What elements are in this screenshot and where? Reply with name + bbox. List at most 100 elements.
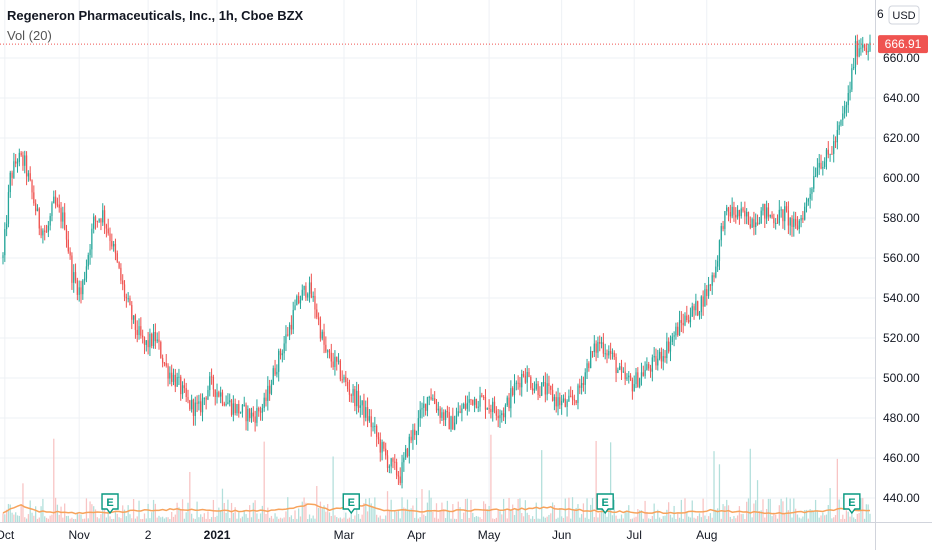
volume-bar — [54, 497, 57, 522]
candle-body — [635, 372, 637, 385]
volume-bar — [185, 512, 187, 522]
volume-bar — [773, 512, 775, 522]
candle-body — [606, 353, 608, 356]
candle-body — [372, 426, 374, 428]
time-tick-label: Jun — [552, 528, 571, 542]
candle-body — [154, 331, 156, 342]
price-scale[interactable]: 440.00 460.00 480.00 500.00 520.00 540.00 560.… — [875, 0, 932, 550]
candle-body — [270, 384, 273, 394]
volume-bar — [352, 518, 354, 522]
volume-bar — [147, 503, 149, 522]
earnings-badge[interactable]: E — [596, 493, 614, 515]
volume-bar — [519, 498, 521, 522]
candle-body — [798, 220, 800, 230]
candle-body — [187, 396, 189, 401]
candle-body — [428, 396, 430, 398]
volume-bar — [506, 518, 508, 522]
candle-body — [102, 210, 104, 223]
volume-bar — [778, 505, 780, 522]
candle-body — [225, 403, 227, 406]
candle-body — [773, 217, 775, 224]
volume-bar — [590, 504, 592, 522]
candle-body — [865, 47, 868, 53]
candle-body — [401, 462, 403, 483]
price-tick-label: 500.00 — [883, 371, 920, 385]
volume-bar — [403, 507, 405, 522]
volume-bar — [229, 518, 231, 522]
volume-bar — [660, 518, 663, 522]
candle-body — [56, 204, 59, 206]
volume-bar — [283, 517, 285, 522]
earnings-badge-label: E — [848, 497, 855, 509]
candle-body — [214, 389, 216, 397]
volume-bar — [114, 511, 117, 522]
candle-body — [120, 267, 122, 281]
candle-body — [566, 401, 568, 407]
candle-body — [590, 351, 592, 369]
candle-body — [796, 225, 799, 230]
volume-indicator-label[interactable]: Vol (20) — [7, 28, 52, 43]
volume-bar — [395, 511, 398, 522]
volume-bar — [38, 517, 40, 522]
volume-bar — [256, 513, 258, 522]
candle-body — [707, 284, 710, 296]
volume-bar — [165, 517, 167, 522]
volume-bar — [399, 518, 401, 522]
volume-bar — [687, 516, 690, 522]
candle-body — [706, 289, 708, 296]
symbol-title[interactable]: Regeneron Pharmaceuticals, Inc., 1h, Cbo… — [7, 8, 304, 23]
candle-body — [472, 399, 474, 405]
candle-body — [481, 395, 483, 397]
volume-bar — [753, 503, 755, 522]
candle-body — [673, 335, 675, 337]
volume-bar — [167, 517, 169, 522]
volume-bar — [47, 518, 49, 522]
candle-body — [495, 410, 497, 416]
volume-bar — [550, 513, 552, 522]
volume-bar — [305, 502, 307, 522]
candle-body — [296, 296, 298, 306]
volume-bar — [513, 515, 516, 522]
volume-bar — [386, 491, 389, 522]
candle-body — [51, 203, 53, 217]
volume-bar — [161, 516, 164, 522]
candle-body — [557, 397, 559, 407]
volume-bar — [321, 508, 323, 522]
volume-bar — [94, 509, 97, 522]
candle-body — [740, 208, 742, 217]
volume-bar — [584, 517, 586, 522]
candle-body — [339, 360, 342, 380]
earnings-badge[interactable]: E — [342, 493, 360, 515]
volume-bar — [252, 502, 254, 522]
volume-bar — [292, 518, 294, 522]
volume-bar — [62, 517, 64, 522]
earnings-badge[interactable]: E — [843, 493, 861, 515]
candle-body — [113, 243, 115, 247]
candle-body — [288, 324, 291, 336]
candle-body — [666, 341, 668, 359]
candle-body — [446, 411, 449, 413]
volume-bar — [644, 500, 646, 522]
candle-body — [44, 230, 46, 232]
volume-bar — [428, 490, 430, 522]
candle-body — [426, 397, 429, 411]
volume-bar — [845, 510, 848, 522]
candle-body — [212, 376, 215, 390]
volume-bar — [33, 515, 35, 522]
time-scale[interactable]: Oct Nov 2 2021 Mar Apr May Jun Jul Aug — [0, 522, 932, 550]
earnings-badge[interactable]: E — [101, 493, 119, 515]
candle-body — [379, 439, 381, 453]
volume-bar — [330, 515, 332, 522]
candle-body — [639, 378, 641, 387]
volume-bar — [279, 517, 282, 522]
candle-body — [140, 326, 142, 336]
volume-bar — [818, 517, 820, 522]
candle-body — [348, 389, 351, 395]
candle-body — [65, 229, 68, 240]
candle-body — [528, 372, 530, 377]
volume-bar — [626, 512, 628, 522]
volume-bar — [769, 498, 771, 522]
